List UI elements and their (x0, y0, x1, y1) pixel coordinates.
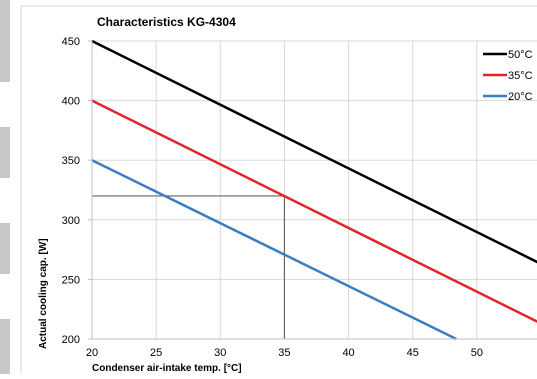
x-tick-label: 25 (150, 347, 162, 359)
grid (92, 40, 537, 339)
legend-label: 35°C (508, 70, 533, 82)
legend: 50°C 35°C 20°C (483, 49, 533, 103)
y-tick-label: 200 (62, 334, 80, 346)
y-tick-label: 400 (62, 96, 80, 108)
legend-label: 20°C (508, 91, 533, 103)
series-line (91, 159, 457, 341)
y-tick-label: 350 (62, 155, 80, 167)
x-tick-label: 45 (407, 347, 419, 359)
series-line (91, 99, 537, 323)
legend-label: 50°C (508, 49, 533, 61)
chart-frame (20, 5, 537, 379)
chart-title: Characteristics KG-4304 (97, 15, 236, 29)
y-tick-label: 450 (62, 36, 80, 48)
annotation-lines (92, 195, 286, 339)
tick-labels: 202530354045505200250300350400450 (62, 36, 483, 359)
sidebar-gap (0, 178, 10, 223)
x-tick-label: 35 (278, 347, 290, 359)
sidebar-gap (0, 82, 10, 127)
x-axis-label: Condenser air-intake temp. [°C] (92, 363, 242, 374)
x-tick-label: 30 (214, 347, 226, 359)
y-tick-label: 300 (62, 215, 80, 227)
y-tick-label: 250 (62, 274, 80, 286)
y-axis-label: Actual cooling cap. [W] (38, 238, 49, 349)
left-sidebar-strip (0, 0, 10, 374)
axes (88, 40, 537, 340)
x-tick-label: 20 (86, 347, 98, 359)
x-tick-label: 40 (342, 347, 354, 359)
series-line (91, 39, 537, 264)
sidebar-gap (0, 274, 10, 319)
series-lines (91, 39, 537, 341)
x-tick-label: 50 (471, 347, 483, 359)
